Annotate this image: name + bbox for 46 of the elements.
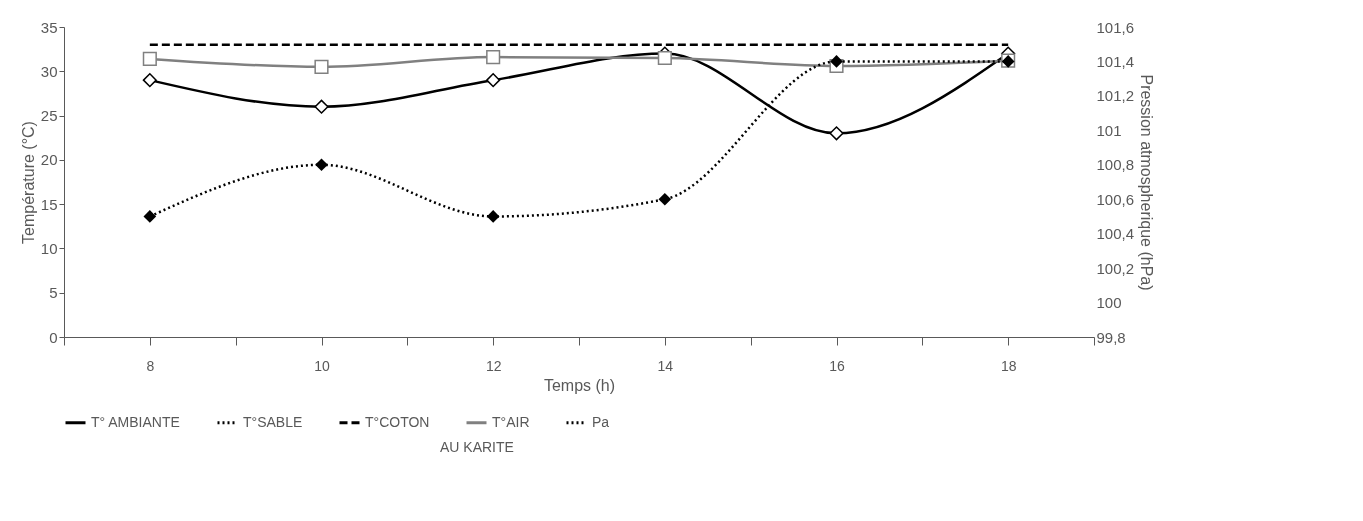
- legend-label: T°SABLE: [243, 413, 303, 430]
- point: [486, 73, 501, 88]
- y2-tick-label: 100,6: [1096, 190, 1135, 208]
- y-tick-label: 30: [40, 62, 58, 80]
- point: [314, 99, 329, 114]
- point: [658, 192, 672, 206]
- y2-tick-label: 101,4: [1096, 52, 1135, 70]
- x-tick-label: 12: [485, 357, 502, 374]
- point: [486, 210, 500, 223]
- y-tick-label: 20: [40, 151, 58, 169]
- point: [315, 158, 328, 172]
- y-tick-label: 15: [40, 195, 58, 213]
- x-tick-label: 10: [314, 357, 330, 374]
- point: [142, 51, 157, 66]
- y2-tick-label: 99,8: [1096, 328, 1126, 346]
- y-axis-title: Température (°C): [19, 121, 37, 244]
- y-tick-label: 10: [40, 239, 58, 257]
- y-tick-label: 0: [49, 328, 58, 346]
- x-tick-label: 14: [657, 357, 674, 374]
- y2-tick-label: 100,2: [1096, 259, 1135, 277]
- point: [143, 210, 157, 223]
- point: [142, 73, 157, 88]
- point: [486, 50, 501, 65]
- x-tick-label: 16: [829, 357, 845, 374]
- legend-label: T°AIR: [492, 413, 530, 430]
- y2-tick-label: 100: [1096, 294, 1122, 312]
- y2-tick-label: 101,6: [1096, 18, 1135, 36]
- y2-tick-label: 100,4: [1096, 225, 1135, 243]
- point: [829, 126, 844, 141]
- y-tick-label: 25: [40, 107, 58, 125]
- x-axis-title: Temps (h): [543, 376, 616, 394]
- y2-tick-label: 100,8: [1096, 156, 1135, 174]
- y-tick-label: 35: [40, 18, 58, 36]
- legend-label: T° AMBIANTE: [91, 413, 180, 430]
- y2-tick-label: 101: [1096, 121, 1122, 139]
- y-tick-label: 5: [49, 284, 58, 302]
- text: AU KARITE: [440, 439, 515, 455]
- legend-label: Pa: [592, 413, 610, 430]
- x-tick-label: 8: [146, 357, 155, 374]
- x-tick-label: 18: [1000, 357, 1017, 374]
- y2-tick-label: 101,2: [1096, 87, 1135, 105]
- y2-axis-title: Pression atmospherique (hPa): [1138, 74, 1156, 291]
- legend-label: T°COTON: [365, 413, 430, 430]
- point: [830, 55, 843, 68]
- point: [314, 59, 329, 74]
- point: [657, 50, 672, 66]
